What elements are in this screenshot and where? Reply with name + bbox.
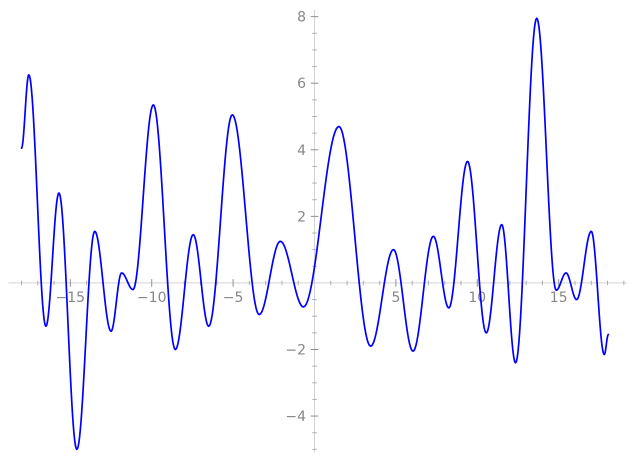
x-tick-label: −10 [137, 290, 167, 306]
y-tick-label: 6 [297, 76, 306, 92]
y-tick-label: −2 [285, 343, 306, 359]
function-curve [20, 17, 610, 451]
y-tick-label: 8 [297, 10, 306, 26]
x-tick-label: 10 [468, 290, 486, 306]
y-tick-label: 4 [297, 143, 306, 159]
x-tick-label: −5 [223, 290, 244, 306]
y-tick-label: 2 [297, 209, 306, 225]
x-tick-label: 5 [391, 290, 400, 306]
x-tick-label: 15 [550, 290, 568, 306]
y-tick-label: −4 [285, 409, 306, 425]
x-tick-label: −15 [56, 290, 86, 306]
